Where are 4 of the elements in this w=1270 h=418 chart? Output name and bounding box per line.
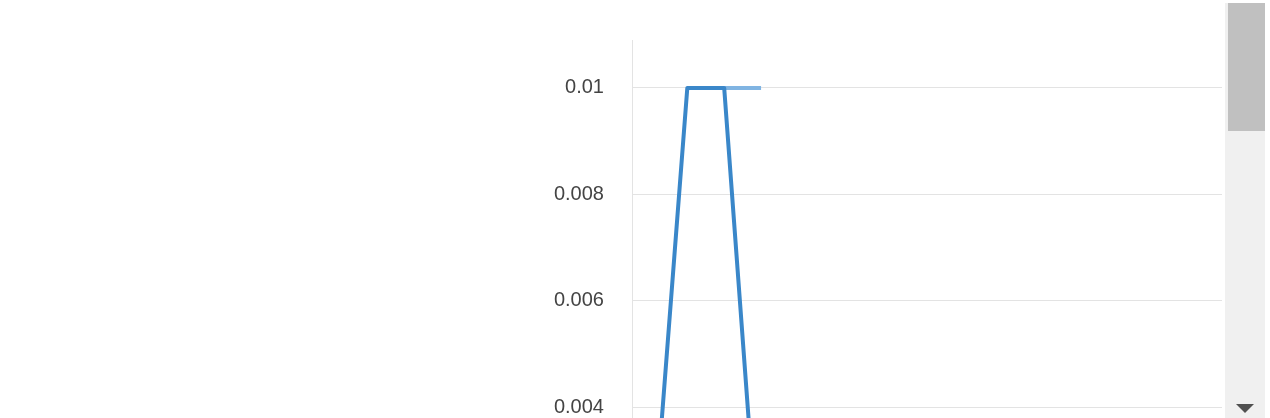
y-tick-label: 0.004 <box>553 394 604 417</box>
y-tick-label: 0.008 <box>553 181 604 204</box>
y-tick-label: 0.006 <box>553 288 604 311</box>
y-tick-label: 0.01 <box>565 75 604 98</box>
